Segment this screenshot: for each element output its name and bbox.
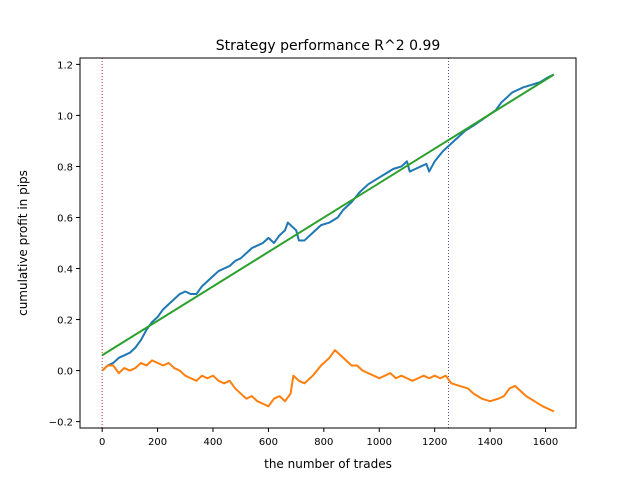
series-line-0	[101, 73, 555, 372]
x-tick-label: 600	[259, 437, 278, 448]
x-tick-label: 1400	[477, 437, 502, 448]
y-tick-label: 1.0	[57, 111, 73, 122]
y-tick-label: 0.2	[57, 316, 73, 327]
x-tick-label: 200	[148, 437, 167, 448]
y-tick-label: 0.4	[57, 265, 73, 276]
x-tick-label: 0	[99, 437, 105, 448]
plot-frame	[79, 57, 577, 429]
x-tick-label: 1000	[367, 437, 392, 448]
y-tick-label: −0.2	[49, 418, 73, 429]
y-tick-label: 0.8	[57, 162, 73, 173]
ticks-layer: 0 200 400 600 800 1000 1200 1400 1600 −0.2 0.0 0.2 0…	[49, 60, 559, 448]
x-tick-label: 1600	[533, 437, 558, 448]
y-axis-label: cumulative profit in pips	[16, 170, 30, 316]
y-tick-label: 0.6	[57, 213, 73, 224]
y-tick-label: 1.2	[57, 60, 73, 71]
x-tick-label: 1200	[422, 437, 447, 448]
y-tick-label: 0.0	[57, 367, 73, 378]
series-line-1	[101, 349, 555, 413]
chart-title: Strategy performance R^2 0.99	[216, 38, 441, 54]
x-tick-label: 400	[203, 437, 222, 448]
x-axis-label: the number of trades	[264, 457, 392, 471]
plot-layer	[101, 58, 555, 428]
series-line-2	[101, 73, 555, 357]
x-tick-label: 800	[314, 437, 333, 448]
